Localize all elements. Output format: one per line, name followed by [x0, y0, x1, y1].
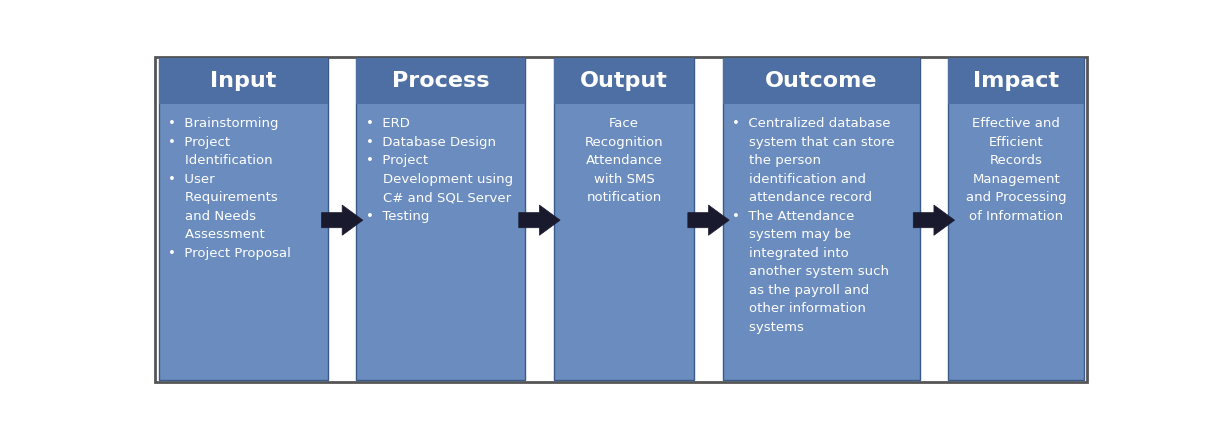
Text: Effective and
Efficient
Records
Management
and Processing
of Information: Effective and Efficient Records Manageme…	[966, 117, 1067, 223]
Bar	[554, 58, 694, 380]
Polygon shape	[519, 205, 560, 235]
Bar	[159, 58, 328, 104]
Bar	[948, 58, 1085, 104]
Text: •  Centralized database
    system that can store
    the person
    identificat: • Centralized database system that can s…	[732, 117, 894, 334]
Bar	[948, 58, 1085, 380]
Bar	[356, 58, 525, 380]
Bar	[722, 58, 920, 380]
Text: Impact: Impact	[973, 71, 1059, 91]
Bar	[356, 58, 525, 104]
Bar	[722, 58, 920, 104]
Text: Output: Output	[581, 71, 668, 91]
Text: •  ERD
•  Database Design
•  Project
    Development using
    C# and SQL Server: • ERD • Database Design • Project Develo…	[366, 117, 513, 223]
Text: Face
Recognition
Attendance
with SMS
notification: Face Recognition Attendance with SMS not…	[584, 117, 663, 204]
Bar	[159, 58, 328, 380]
Text: Outcome: Outcome	[765, 71, 877, 91]
Polygon shape	[914, 205, 955, 235]
Text: •  Brainstorming
•  Project
    Identification
•  User
    Requirements
    and : • Brainstorming • Project Identification…	[168, 117, 291, 259]
Polygon shape	[688, 205, 730, 235]
Text: Process: Process	[391, 71, 490, 91]
Polygon shape	[321, 205, 362, 235]
Text: Input: Input	[211, 71, 276, 91]
Bar	[554, 58, 694, 104]
